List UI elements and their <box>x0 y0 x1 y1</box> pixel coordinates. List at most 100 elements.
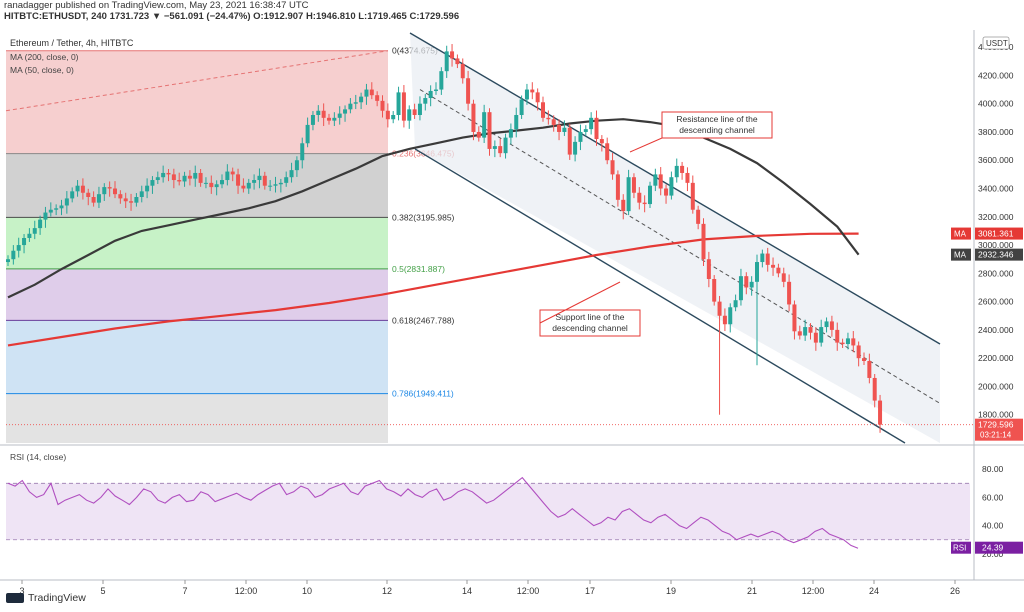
candle-body <box>642 202 647 205</box>
candle-body <box>273 184 278 186</box>
candle-body <box>476 131 481 138</box>
candle-body <box>840 342 845 345</box>
price-tick-label: 1800.000 <box>978 410 1014 420</box>
candle-body <box>471 103 476 132</box>
candle-body <box>139 191 144 197</box>
candle-body <box>38 219 43 229</box>
candle-body <box>369 89 374 96</box>
candle-body <box>706 259 711 279</box>
candle-body <box>428 90 433 99</box>
candle-body <box>107 187 112 189</box>
candle-body <box>294 160 299 171</box>
candle-body <box>765 253 770 265</box>
candle-body <box>305 124 310 144</box>
tradingview-logo: TradingView <box>6 592 86 604</box>
candle-body <box>514 115 519 130</box>
price-tick-label: 2000.000 <box>978 381 1014 391</box>
candle-body <box>343 109 348 114</box>
candle-body <box>348 103 353 110</box>
rsi-tick-label: 40.00 <box>982 521 1004 531</box>
candle-body <box>359 96 364 103</box>
candle-body <box>364 89 369 97</box>
candle-body <box>578 131 583 142</box>
currency-box <box>982 36 1010 50</box>
ma200-axis-value-box <box>975 227 1023 240</box>
time-tick-label: 14 <box>462 586 472 596</box>
candle-body <box>220 180 224 185</box>
rsi-line <box>7 476 859 549</box>
candle-body <box>193 172 198 179</box>
legend-ma50: MA (50, close, 0) <box>10 65 74 75</box>
candle-body <box>749 281 754 288</box>
candle-body <box>161 172 166 178</box>
candle-body <box>524 89 529 100</box>
candle-body <box>375 95 380 101</box>
candle-body <box>482 112 487 138</box>
ma50-axis-tag-text: MA <box>954 251 967 260</box>
rsi-tick-label: 20.00 <box>982 549 1004 559</box>
candle-body <box>562 127 567 132</box>
candle-body <box>487 112 492 149</box>
rsi-tick-label: 60.00 <box>982 492 1004 502</box>
candle-body <box>615 174 620 200</box>
price-tick-label: 2800.000 <box>978 268 1014 278</box>
candle-body <box>284 177 289 183</box>
candle-body <box>722 315 727 325</box>
candle-body <box>203 182 208 184</box>
candle-body <box>605 143 610 161</box>
candle-body <box>589 117 594 130</box>
price-tick-label: 3600.000 <box>978 155 1014 165</box>
resistance-callout-text: Resistance line of the <box>676 114 758 124</box>
time-tick-label: 26 <box>950 586 960 596</box>
price-tick-label: 4200.000 <box>978 70 1014 80</box>
candle-body <box>278 182 283 185</box>
candle-body <box>257 175 262 181</box>
candle-body <box>674 165 679 178</box>
candle-body <box>16 245 21 251</box>
candle-body <box>80 185 85 193</box>
time-tick-label: 12:00 <box>802 586 825 596</box>
candle-body <box>829 321 834 330</box>
ma50-axis-tag <box>951 248 971 261</box>
candle-body <box>658 174 663 189</box>
candle-body <box>535 92 540 103</box>
currency-label: USDT <box>986 39 1008 48</box>
candle-body <box>835 329 840 343</box>
candle-body <box>626 177 631 212</box>
support-callout-text: descending channel <box>552 323 628 333</box>
ma50-line <box>7 118 860 299</box>
candle-body <box>91 197 96 203</box>
rsi-value-box <box>975 541 1023 554</box>
resistance-callout-box <box>661 111 773 139</box>
candle-body <box>321 110 326 118</box>
candle-body <box>466 78 471 104</box>
price-tick-label: 3000.000 <box>978 240 1014 250</box>
candle-body <box>75 185 80 192</box>
candle-body <box>583 129 588 132</box>
candle-body <box>166 172 171 175</box>
time-tick-label: 7 <box>182 586 187 596</box>
time-tick-label: 17 <box>585 586 595 596</box>
candle-body <box>225 171 230 181</box>
candle-body <box>262 175 267 186</box>
candle-body <box>696 209 701 224</box>
candle-body <box>300 143 305 161</box>
time-tick-label: 12 <box>382 586 392 596</box>
candle-body <box>444 51 449 72</box>
candle-body <box>498 146 503 154</box>
candle-body <box>648 185 652 205</box>
candle-body <box>396 92 401 115</box>
countdown-value: 03:21:14 <box>980 431 1012 440</box>
candle-body <box>808 327 813 333</box>
ma200-axis-tag <box>951 227 971 240</box>
publish-header: ranadagger published on TradingView.com,… <box>4 0 459 22</box>
time-tick-label: 24 <box>869 586 879 596</box>
candle-body <box>230 171 235 175</box>
candle-body <box>744 276 749 288</box>
candle-body <box>209 182 214 188</box>
time-tick-label: 12:00 <box>235 586 258 596</box>
candle-body <box>385 110 390 120</box>
fib-band-0 <box>6 50 388 154</box>
candle-body <box>70 191 75 199</box>
